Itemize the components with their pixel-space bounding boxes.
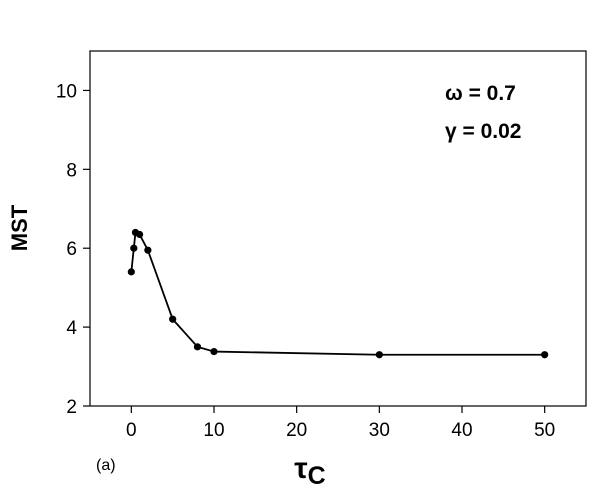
x-tick-label: 0 [126, 420, 137, 441]
data-point [210, 347, 218, 356]
y-tick-label: 10 [56, 81, 77, 102]
data-point [130, 244, 138, 252]
y-tick-label: 6 [66, 239, 77, 260]
x-tick-label: 10 [203, 420, 224, 441]
panel-label: (a) [96, 457, 116, 474]
data-point [375, 351, 383, 359]
y-axis-title: MST [7, 204, 32, 251]
x-axis-ticks: 0 10 20 30 40 50 [126, 406, 555, 441]
annotation-omega: ω = 0.7 [445, 82, 516, 105]
y-tick-label: 2 [66, 397, 77, 418]
x-axis-title-main: τ [294, 452, 307, 485]
data-point [541, 351, 549, 359]
data-point [144, 246, 152, 254]
data-point [127, 268, 135, 276]
data-point [169, 315, 177, 323]
y-axis-ticks: 2 4 6 8 10 [56, 81, 90, 418]
x-axis-title-subscript: C [308, 462, 326, 490]
series-line [130, 231, 545, 356]
annotation-gamma: γ = 0.02 [445, 120, 521, 143]
data-point [193, 343, 202, 351]
data-point [136, 230, 144, 239]
x-tick-label: 50 [534, 420, 555, 441]
x-tick-label: 20 [286, 420, 307, 441]
x-axis-title: τC [294, 452, 325, 490]
y-tick-label: 8 [66, 160, 77, 181]
x-tick-label: 30 [369, 420, 390, 441]
plot-frame [89, 50, 587, 407]
y-tick-label: 4 [66, 318, 77, 339]
series-layer [127, 228, 549, 359]
x-tick-label: 40 [451, 420, 472, 441]
